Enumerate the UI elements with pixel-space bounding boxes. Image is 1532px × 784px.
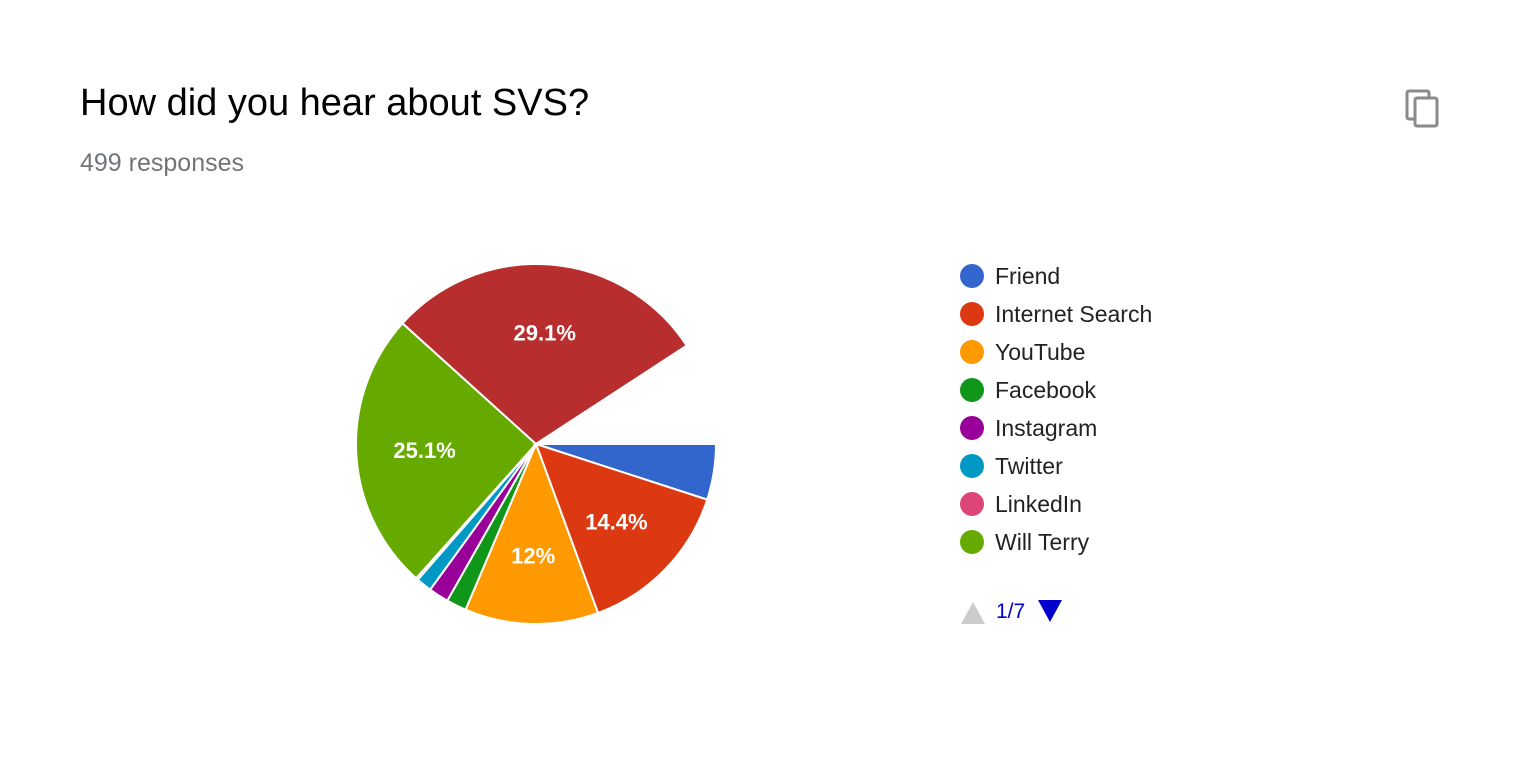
pie-slice-will-terry[interactable] bbox=[355, 321, 538, 580]
legend-swatch bbox=[960, 340, 984, 364]
legend-item-friend[interactable]: Friend bbox=[960, 257, 1152, 295]
copy-icon bbox=[1405, 89, 1439, 128]
legend-swatch bbox=[960, 264, 984, 288]
legend-label: Facebook bbox=[995, 376, 1097, 403]
legend-item-facebook[interactable]: Facebook bbox=[960, 371, 1152, 409]
legend-prev-button[interactable] bbox=[960, 599, 986, 625]
legend-label: Instagram bbox=[995, 414, 1098, 441]
slice-data-label: 25.1% bbox=[393, 438, 455, 463]
slice-data-label: 14.4% bbox=[585, 509, 647, 534]
legend-swatch bbox=[960, 454, 984, 478]
legend-label: Will Terry bbox=[995, 528, 1090, 555]
legend-swatch bbox=[960, 492, 984, 516]
pie-slice-unlabeled-8[interactable] bbox=[401, 263, 689, 446]
pie-slice-unlabeled-9[interactable] bbox=[532, 344, 718, 445]
legend-swatch bbox=[960, 530, 984, 554]
legend-swatch bbox=[960, 302, 984, 326]
legend-label: Friend bbox=[995, 262, 1061, 289]
legend-item-youtube[interactable]: YouTube bbox=[960, 333, 1152, 371]
legend-swatch bbox=[960, 416, 984, 440]
triangle-down-icon bbox=[1038, 600, 1063, 622]
legend-page-indicator: 1/7 bbox=[996, 600, 1026, 623]
legend-label: YouTube bbox=[995, 338, 1086, 365]
slice-data-label: 12% bbox=[511, 544, 555, 569]
pie-slice-youtube[interactable] bbox=[464, 441, 600, 625]
chart-legend: Friend Internet Search YouTube Facebook Inst… bbox=[960, 257, 1152, 561]
legend-pager: 1/7 bbox=[960, 596, 1063, 628]
pie-chart: 14.4% 12% 25.1% 29.1% bbox=[355, 263, 718, 625]
question-title: How did you hear about SVS? bbox=[80, 82, 590, 124]
legend-item-linkedin[interactable]: LinkedIn bbox=[960, 485, 1152, 523]
legend-item-internet-search[interactable]: Internet Search bbox=[960, 295, 1152, 333]
copy-chart-button[interactable] bbox=[1400, 86, 1446, 132]
pie-slice-internet-search[interactable] bbox=[534, 442, 709, 615]
legend-item-will-terry[interactable]: Will Terry bbox=[960, 523, 1152, 561]
slice-data-label: 29.1% bbox=[514, 321, 576, 346]
legend-swatch bbox=[960, 378, 984, 402]
legend-label: Twitter bbox=[995, 452, 1063, 479]
triangle-up-icon bbox=[961, 602, 985, 624]
legend-item-twitter[interactable]: Twitter bbox=[960, 447, 1152, 485]
response-count: 499 responses bbox=[80, 149, 245, 177]
legend-item-instagram[interactable]: Instagram bbox=[960, 409, 1152, 447]
legend-label: Internet Search bbox=[995, 300, 1153, 327]
legend-next-button[interactable] bbox=[1037, 599, 1063, 625]
legend-label: LinkedIn bbox=[995, 490, 1082, 517]
